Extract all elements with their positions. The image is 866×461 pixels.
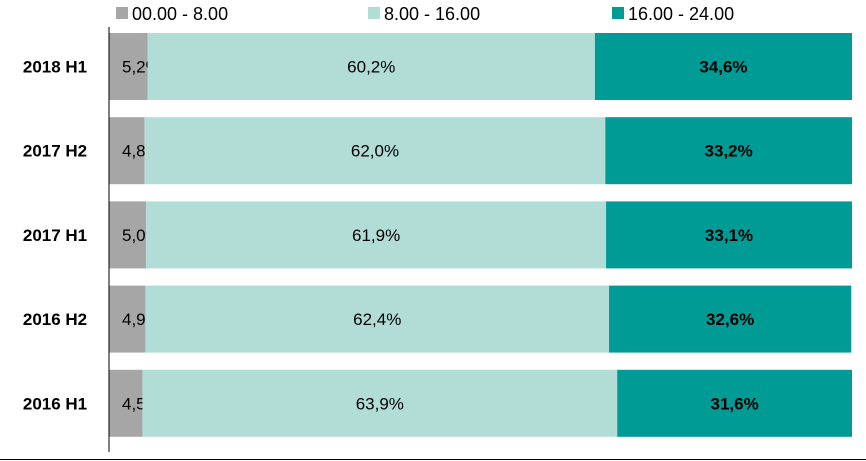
bar-segment-1: [145, 285, 610, 353]
data-label: 34,6%: [699, 58, 747, 77]
legend: 00.00 - 8.00 8.00 - 16.00 16.00 - 24.00: [116, 4, 734, 24]
data-label: 62,0%: [351, 142, 399, 161]
bar-segment-2: [609, 285, 852, 353]
legend-label-1: 8.00 - 16.00: [384, 4, 480, 24]
category-label: 2016 H2: [23, 310, 87, 329]
data-label: 60,2%: [347, 58, 395, 77]
bar-segment-0: [109, 117, 145, 185]
legend-label-0: 00.00 - 8.00: [132, 4, 228, 24]
bar-segment-0: [109, 369, 143, 437]
legend-swatch-1: [368, 7, 380, 19]
legend-swatch-0: [116, 7, 128, 19]
data-label: 33,1%: [705, 226, 753, 245]
bar-segment-2: [617, 369, 852, 437]
legend-label-2: 16.00 - 24.00: [628, 4, 734, 24]
bar-segment-1: [144, 117, 606, 185]
data-label: 33,2%: [705, 142, 753, 161]
category-labels: 2018 H1 2017 H2 2017 H1 2016 H2 2016 H1: [23, 58, 87, 414]
bars: 5,2% 60,2% 34,6%4,8% 62,0% 33,2%5,0% 61,9% 33,…: [109, 33, 852, 437]
bar-segment-0: [109, 285, 146, 353]
category-label: 2018 H1: [23, 58, 87, 77]
category-label: 2017 H1: [23, 226, 87, 245]
data-label: 63,9%: [356, 394, 404, 413]
data-label: 61,9%: [352, 226, 400, 245]
bar-segment-2: [594, 33, 852, 100]
data-label: 62,4%: [353, 310, 401, 329]
bar-segment-2: [606, 201, 852, 269]
data-label: 31,6%: [711, 394, 759, 413]
category-label: 2017 H2: [23, 142, 87, 161]
data-label: 32,6%: [706, 310, 754, 329]
bar-segment-1: [146, 201, 607, 269]
bar-segment-2: [605, 117, 852, 185]
bar-segment-1: [142, 369, 618, 437]
legend-swatch-2: [612, 7, 624, 19]
bar-segment-0: [109, 33, 148, 100]
bar-segment-1: [147, 33, 595, 100]
bar-segment-0: [109, 201, 147, 269]
category-label: 2016 H1: [23, 394, 87, 413]
